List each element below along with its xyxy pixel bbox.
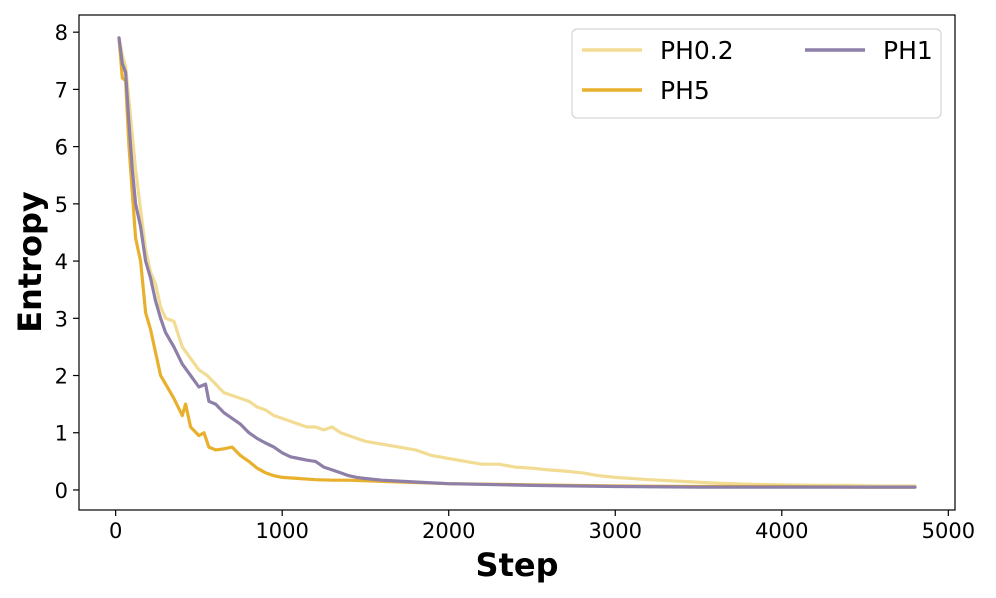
x-tick-label: 3000 [589,519,642,543]
y-tick-label: 1 [55,422,68,446]
legend: PH0.2 PH5 PH1 [571,28,942,119]
y-axis-ticks: 0 1 2 3 4 5 6 7 8 [55,21,79,503]
x-tick-label: 2000 [422,519,475,543]
y-tick-label: 4 [55,250,68,274]
y-tick-label: 6 [55,136,68,160]
y-tick-label: 5 [55,193,68,217]
y-tick-label: 8 [55,21,68,45]
series-line-ph0-2 [117,36,917,488]
y-tick-label: 2 [55,365,68,389]
y-tick-label: 0 [55,479,68,503]
y-tick-label: 7 [55,78,68,102]
x-tick-label: 5000 [922,519,975,543]
x-axis-ticks: 0 1000 2000 3000 4000 5000 [109,510,975,543]
y-tick-label: 3 [55,307,68,331]
plot-frame [78,14,956,511]
legend-label: PH1 [883,36,933,65]
legend-label: PH5 [660,76,710,105]
y-axis-label: Entropy [11,191,49,333]
x-tick-label: 0 [109,519,122,543]
legend-label: PH0.2 [660,36,734,65]
series-line-ph1 [117,36,917,489]
x-tick-label: 4000 [755,519,808,543]
x-tick-label: 1000 [255,519,308,543]
x-axis-label: Step [476,546,559,584]
series-lines [117,36,917,489]
